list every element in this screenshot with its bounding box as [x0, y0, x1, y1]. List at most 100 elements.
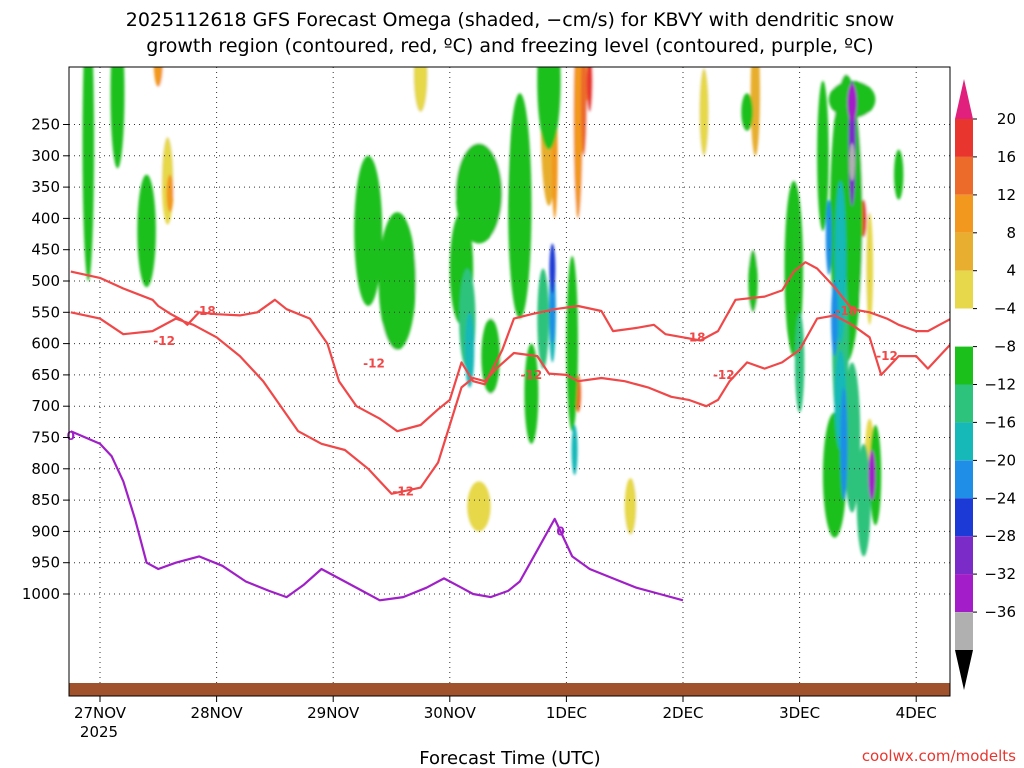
omega-shade-region	[699, 68, 709, 156]
contour-label: -18	[194, 304, 216, 318]
omega-shade-region	[414, 218, 439, 319]
y-tick-label: 950	[31, 554, 60, 572]
colorbar-label: 8	[1006, 224, 1016, 242]
colorbar-swatch	[955, 270, 973, 309]
omega-shade-region	[413, 67, 428, 112]
y-tick-label: 500	[31, 272, 60, 290]
omega-shade-region	[508, 93, 532, 319]
y-tick-label: 900	[31, 522, 60, 540]
x-tick-label: 28NOV	[191, 704, 244, 722]
contour-label: -18	[835, 304, 857, 318]
x-tick-label: 3DEC	[779, 704, 820, 722]
x-tick-label: 2DEC	[662, 704, 703, 722]
temperature-contours	[70, 261, 950, 602]
omega-shade-region	[927, 68, 950, 219]
colorbar-label: −8	[994, 338, 1016, 356]
y-tick-label: 350	[31, 178, 60, 196]
contour-line-2	[70, 311, 950, 495]
omega-shade-region	[335, 487, 355, 538]
omega-shade-region	[549, 243, 556, 294]
omega-shade-region	[82, 67, 95, 281]
colorbar-label: −36	[984, 603, 1016, 621]
colorbar-swatch	[955, 384, 973, 423]
omega-shade-region	[166, 174, 174, 213]
colorbar-swatch	[955, 119, 973, 157]
y-tick-label: 400	[31, 209, 60, 227]
plot-frame	[68, 66, 951, 697]
omega-shade-region	[849, 143, 856, 181]
colorbar-swatch	[955, 536, 973, 575]
y-tick-label: 750	[31, 429, 60, 447]
omega-shade-region	[378, 212, 416, 350]
omega-shade-region	[856, 443, 871, 557]
omega-shade-region	[110, 67, 125, 169]
omega-shade-region	[564, 67, 616, 225]
colorbar-label: −20	[984, 451, 1016, 469]
omega-shade-region	[613, 67, 637, 119]
omega-shade-region	[537, 268, 549, 369]
contour-label: -12	[521, 368, 543, 382]
x-tick-label: 30NOV	[424, 704, 477, 722]
colorbar-swatch	[955, 612, 973, 650]
y-tick-label: 600	[31, 335, 60, 353]
x-axis-label: Forecast Time (UTC)	[419, 748, 600, 768]
colorbar-label: −28	[984, 527, 1016, 545]
contour-label: -18	[684, 330, 706, 344]
omega-shade-region	[524, 343, 539, 444]
omega-shade-region	[571, 425, 578, 475]
colorbar-label: 16	[997, 148, 1016, 166]
x-tick-label: 1DEC	[546, 704, 587, 722]
omega-shade-region	[580, 67, 587, 156]
contour-label: -12	[876, 349, 898, 363]
x-tick-label: 29NOV	[307, 704, 360, 722]
omega-shade-region	[537, 67, 561, 150]
y-tick-label: 450	[31, 241, 60, 259]
contour-line-3	[70, 430, 684, 602]
omega-shade-region	[566, 256, 578, 432]
omega-shade-region	[464, 312, 475, 388]
omega-shade-region	[573, 67, 583, 219]
colorbar-swatch	[955, 194, 973, 233]
omega-shade-region	[843, 362, 861, 513]
colorbar-swatch	[955, 460, 973, 499]
omega-shade-region	[265, 506, 308, 557]
omega-shade-region	[750, 67, 760, 156]
colorbar-swatch	[955, 308, 973, 347]
y-tick-label: 800	[31, 460, 60, 478]
y-tick-label: 550	[31, 303, 60, 321]
contour-label: 0	[67, 429, 75, 443]
x-axis: 27NOV 28NOV 29NOV 30NOV 1DEC 2DEC 3DEC 4DEC	[74, 696, 937, 722]
colorbar-swatch	[955, 232, 973, 271]
colorbar-bottom-arrow	[955, 650, 973, 690]
y-tick-label: 850	[31, 491, 60, 509]
omega-shade-region	[776, 331, 788, 407]
colorbar: 20 16 12 8 4 −4 −8 −12 −16 −20 −24 −28 −32 −36	[955, 79, 1016, 690]
omega-shade-region	[344, 67, 404, 137]
omega-shade-region	[220, 230, 237, 332]
y-tick-label: 300	[31, 147, 60, 165]
contour-label: -12	[153, 334, 175, 348]
chart-title-line-1: 2025112618 GFS Forecast Omega (shaded, −…	[126, 9, 895, 31]
omega-shade-region	[817, 80, 829, 231]
y-tick-label: 1000	[22, 585, 60, 603]
terrain-fill	[69, 683, 950, 696]
omega-shade-region	[866, 212, 874, 325]
contour-labels: -18 -18 -18 -12 -12 -12 -12 -12 -12 0 0	[67, 304, 898, 538]
omega-shade-region	[153, 67, 163, 87]
omega-shade-region	[831, 281, 839, 357]
omega-shade-region	[455, 143, 503, 244]
colorbar-swatch	[955, 346, 973, 385]
colorbar-label: −32	[984, 565, 1016, 583]
colorbar-label: −12	[984, 376, 1016, 394]
x-tick-label: 4DEC	[896, 704, 937, 722]
omega-shade-region	[586, 67, 593, 112]
grid-lines	[69, 67, 950, 696]
colorbar-swatch	[955, 422, 973, 461]
colorbar-label: −16	[984, 413, 1016, 431]
credit-link[interactable]: coolwx.com/modelts	[862, 747, 1016, 765]
omega-shade-region	[840, 387, 848, 501]
y-tick-label: 250	[31, 116, 60, 134]
omega-shade-region	[847, 83, 857, 122]
omega-shade-region	[595, 374, 619, 513]
colorbar-label: −24	[984, 489, 1016, 507]
